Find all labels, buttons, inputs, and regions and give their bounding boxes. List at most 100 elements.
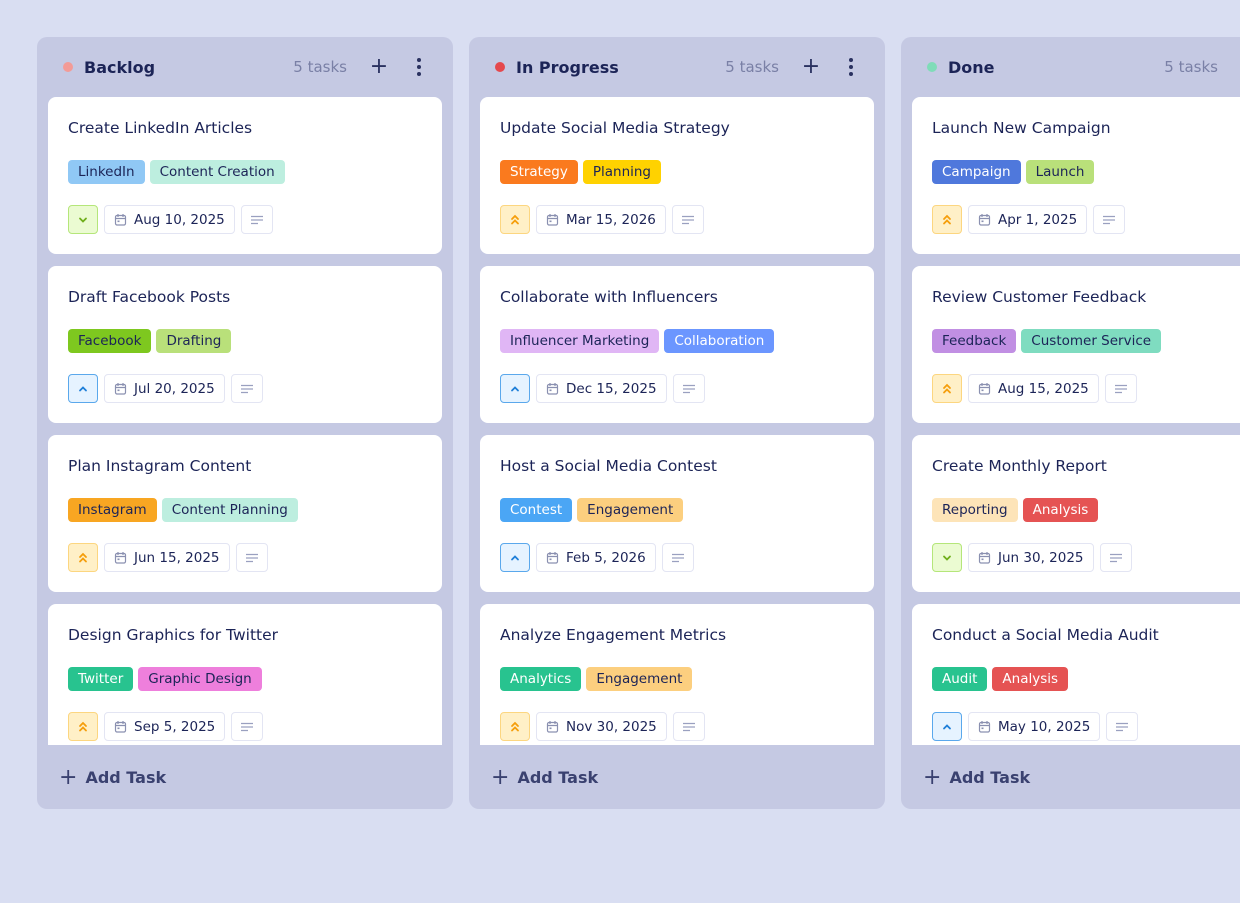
priority-medium-icon[interactable] — [500, 374, 530, 403]
priority-low-icon[interactable] — [68, 205, 98, 234]
due-date-button[interactable]: Jul 20, 2025 — [104, 374, 225, 403]
card-list[interactable]: Update Social Media Strategy Strategy Pla… — [480, 97, 874, 745]
tag: Analysis — [1022, 498, 1099, 522]
tag-list: Reporting Analysis — [932, 498, 1220, 522]
due-date-button[interactable]: Aug 15, 2025 — [968, 374, 1099, 403]
due-date: Jul 20, 2025 — [134, 380, 215, 397]
task-title: Plan Instagram Content — [68, 457, 252, 475]
due-date-button[interactable]: Feb 5, 2026 — [536, 543, 656, 572]
description-icon[interactable] — [661, 543, 694, 572]
task-card[interactable]: Launch New Campaign Campaign Launch Apr 1… — [912, 97, 1240, 254]
due-date: Sep 5, 2025 — [134, 718, 216, 735]
task-meta: Jul 20, 2025 — [68, 374, 422, 403]
task-card[interactable]: Review Customer Feedback Feedback Custome… — [912, 266, 1240, 423]
card-list[interactable]: Launch New Campaign Campaign Launch Apr 1… — [912, 97, 1240, 745]
add-task-button[interactable]: + Add Task — [469, 745, 885, 809]
tag: Collaboration — [664, 329, 775, 353]
calendar-icon — [546, 720, 559, 733]
calendar-icon — [978, 551, 991, 564]
description-icon[interactable] — [672, 712, 705, 741]
description-icon[interactable] — [1106, 712, 1139, 741]
task-card[interactable]: Design Graphics for Twitter Twitter Graph… — [48, 604, 442, 745]
add-task-label: Add Task — [85, 767, 167, 787]
due-date-button[interactable]: Dec 15, 2025 — [536, 374, 667, 403]
due-date-button[interactable]: Sep 5, 2025 — [104, 712, 226, 741]
due-date-button[interactable]: May 10, 2025 — [968, 712, 1101, 741]
description-icon[interactable] — [240, 205, 273, 234]
due-date-button[interactable]: Nov 30, 2025 — [536, 712, 667, 741]
column-title: In Progress — [516, 57, 619, 77]
description-icon[interactable] — [1099, 543, 1132, 572]
tag-list: Instagram Content Planning — [68, 498, 422, 522]
due-date-button[interactable]: Aug 10, 2025 — [104, 205, 235, 234]
calendar-icon — [114, 551, 127, 564]
task-card[interactable]: Plan Instagram Content Instagram Content … — [48, 435, 442, 592]
priority-medium-icon[interactable] — [500, 543, 530, 572]
due-date-button[interactable]: Jun 15, 2025 — [104, 543, 230, 572]
column-in-progress: In Progress 5 tasks + Update Social Media… — [469, 37, 885, 809]
task-card[interactable]: Create LinkedIn Articles LinkedIn Content… — [48, 97, 442, 254]
tag-list: LinkedIn Content Creation — [68, 160, 422, 184]
calendar-icon — [546, 213, 559, 226]
due-date-button[interactable]: Apr 1, 2025 — [968, 205, 1088, 234]
calendar-icon — [978, 213, 991, 226]
description-icon[interactable] — [672, 374, 705, 403]
task-card[interactable]: Analyze Engagement Metrics Analytics Enga… — [480, 604, 874, 745]
plus-icon: + — [59, 764, 78, 790]
tag-list: Analytics Engagement — [500, 667, 854, 691]
task-card[interactable]: Conduct a Social Media Audit Audit Analys… — [912, 604, 1240, 745]
task-card[interactable]: Collaborate with Influencers Influencer … — [480, 266, 874, 423]
task-title: Conduct a Social Media Audit — [932, 626, 1159, 644]
priority-high-icon[interactable] — [500, 712, 530, 741]
card-list[interactable]: Create LinkedIn Articles LinkedIn Content… — [48, 97, 442, 745]
due-date: Jun 30, 2025 — [998, 549, 1084, 566]
priority-medium-icon[interactable] — [68, 374, 98, 403]
calendar-icon — [114, 720, 127, 733]
due-date: Nov 30, 2025 — [566, 718, 657, 735]
task-card[interactable]: Create Monthly Report Reporting Analysis … — [912, 435, 1240, 592]
task-meta: Dec 15, 2025 — [500, 374, 854, 403]
task-title: Draft Facebook Posts — [68, 288, 231, 306]
due-date-button[interactable]: Jun 30, 2025 — [968, 543, 1094, 572]
priority-high-icon[interactable] — [932, 374, 962, 403]
tag: Instagram — [68, 498, 157, 522]
add-task-plus-icon[interactable]: + — [801, 54, 821, 79]
tag: Twitter — [68, 667, 134, 691]
task-meta: Mar 15, 2026 — [500, 205, 854, 234]
priority-low-icon[interactable] — [932, 543, 962, 572]
task-meta: May 10, 2025 — [932, 712, 1220, 741]
column-backlog: Backlog 5 tasks + Create LinkedIn Article… — [37, 37, 453, 809]
task-count: 5 tasks — [725, 58, 779, 76]
priority-medium-icon[interactable] — [932, 712, 962, 741]
due-date-button[interactable]: Mar 15, 2026 — [536, 205, 666, 234]
status-dot-icon — [63, 62, 73, 72]
priority-high-icon[interactable] — [932, 205, 962, 234]
priority-high-icon[interactable] — [68, 712, 98, 741]
task-card[interactable]: Update Social Media Strategy Strategy Pla… — [480, 97, 874, 254]
more-options-icon[interactable] — [407, 58, 431, 76]
tag-list: Audit Analysis — [932, 667, 1220, 691]
column-title: Done — [948, 57, 995, 77]
tag-list: Facebook Drafting — [68, 329, 422, 353]
due-date: Aug 10, 2025 — [134, 211, 225, 228]
description-icon[interactable] — [230, 374, 263, 403]
description-icon[interactable] — [671, 205, 704, 234]
tag-list: Influencer Marketing Collaboration — [500, 329, 854, 353]
add-task-button[interactable]: + Add Task — [901, 745, 1240, 809]
add-task-plus-icon[interactable]: + — [369, 54, 389, 79]
add-task-button[interactable]: + Add Task — [37, 745, 453, 809]
tag: Engagement — [586, 667, 693, 691]
description-icon[interactable] — [235, 543, 268, 572]
task-meta: Nov 30, 2025 — [500, 712, 854, 741]
description-icon[interactable] — [1093, 205, 1126, 234]
priority-high-icon[interactable] — [68, 543, 98, 572]
task-card[interactable]: Draft Facebook Posts Facebook Drafting Ju… — [48, 266, 442, 423]
description-icon[interactable] — [231, 712, 264, 741]
priority-high-icon[interactable] — [500, 205, 530, 234]
tag: Drafting — [156, 329, 232, 353]
task-card[interactable]: Host a Social Media Contest Contest Engag… — [480, 435, 874, 592]
tag-list: Campaign Launch — [932, 160, 1220, 184]
more-options-icon[interactable] — [839, 58, 863, 76]
tag: Audit — [932, 667, 988, 691]
description-icon[interactable] — [1104, 374, 1137, 403]
